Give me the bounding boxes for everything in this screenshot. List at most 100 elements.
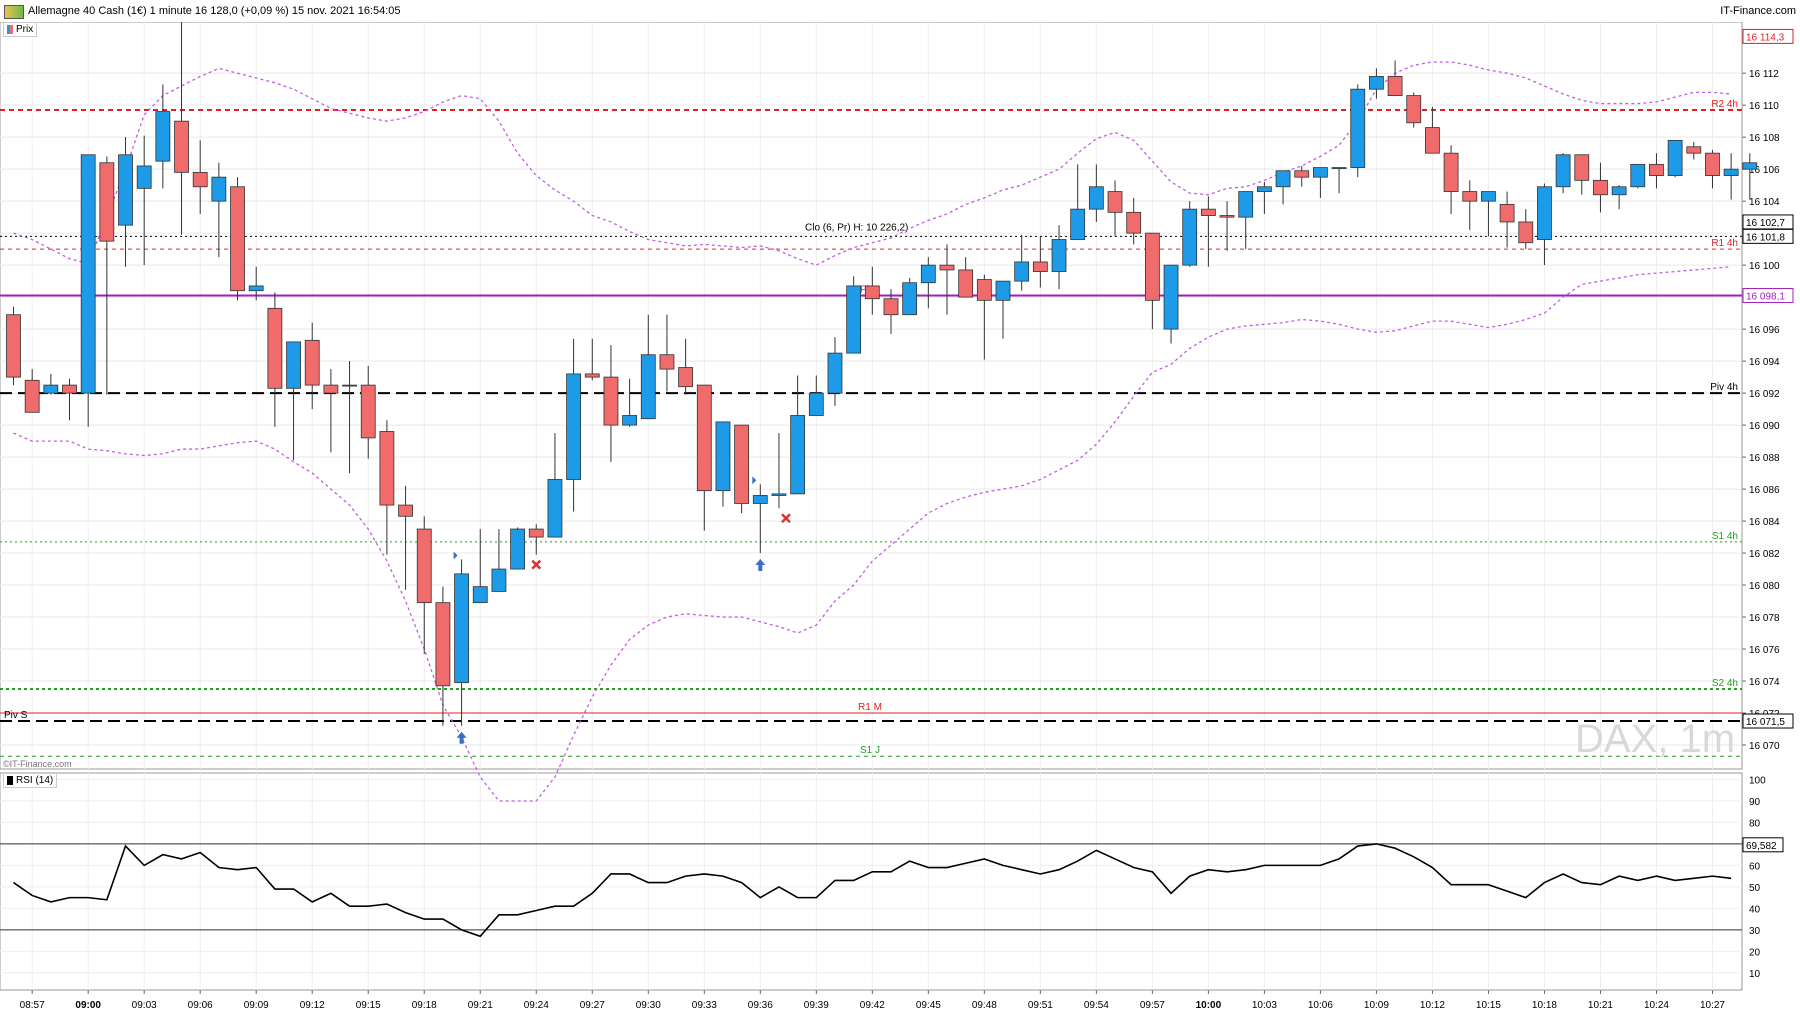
candle-up[interactable] — [1238, 191, 1254, 250]
candle-up[interactable] — [771, 433, 787, 509]
candle-body — [678, 367, 694, 388]
candle-up[interactable] — [1331, 167, 1347, 194]
candle-down[interactable] — [1649, 153, 1664, 189]
candle-down[interactable] — [528, 524, 544, 555]
candle-up[interactable] — [491, 529, 507, 592]
candle-down[interactable] — [1107, 180, 1123, 237]
candle-down[interactable] — [1200, 196, 1216, 267]
candle-up[interactable] — [715, 421, 731, 507]
candle-down[interactable] — [1219, 201, 1235, 251]
candle-up[interactable] — [808, 375, 824, 416]
candle-up[interactable] — [211, 162, 227, 258]
candle-down[interactable] — [864, 266, 880, 315]
candle-down[interactable] — [174, 0, 189, 235]
candle-up[interactable] — [1275, 170, 1291, 205]
candle-down[interactable] — [360, 365, 376, 459]
candle-up[interactable] — [1051, 225, 1067, 290]
candle-up[interactable] — [1611, 185, 1627, 210]
candle-up[interactable] — [1537, 183, 1552, 266]
candle-down[interactable] — [1387, 60, 1403, 96]
candle-down[interactable] — [435, 586, 451, 726]
candle-up[interactable] — [846, 276, 862, 354]
candle-down[interactable] — [304, 322, 320, 410]
candle-up[interactable] — [1369, 68, 1384, 99]
candle-down[interactable] — [1425, 106, 1440, 154]
candle-up[interactable] — [80, 154, 96, 427]
candle-down[interactable] — [1443, 145, 1459, 214]
price-legend[interactable]: Prix — [3, 22, 38, 37]
candle-up[interactable] — [118, 137, 133, 267]
candle-down[interactable] — [192, 140, 208, 214]
candle-up[interactable] — [566, 338, 581, 512]
candle-up[interactable] — [1723, 153, 1739, 200]
candle-up[interactable] — [1350, 84, 1366, 178]
candle-up[interactable] — [1014, 234, 1030, 291]
candle-down[interactable] — [323, 369, 339, 453]
candle-down[interactable] — [678, 338, 694, 395]
candle-down[interactable] — [1032, 236, 1048, 288]
candle-up[interactable] — [1313, 167, 1328, 198]
candle-up[interactable] — [790, 375, 806, 495]
candle-up[interactable] — [902, 277, 918, 316]
candle-down[interactable] — [1686, 141, 1702, 160]
candle-up[interactable] — [286, 341, 301, 461]
candle-down[interactable] — [1574, 154, 1590, 195]
candle-up[interactable] — [1182, 201, 1198, 267]
candle-down[interactable] — [1462, 180, 1478, 230]
candle-up[interactable] — [1163, 264, 1179, 344]
candle-up[interactable] — [1256, 181, 1272, 214]
candle-up[interactable] — [1070, 164, 1086, 240]
candle-up[interactable] — [43, 373, 59, 395]
candle-up[interactable] — [155, 84, 171, 189]
candle-down[interactable] — [24, 369, 40, 413]
candle-down[interactable] — [584, 338, 600, 381]
candle-up[interactable] — [454, 559, 469, 726]
candle-up[interactable] — [136, 135, 152, 266]
candle-down[interactable] — [1518, 209, 1534, 250]
candle-down[interactable] — [603, 345, 619, 462]
candle-up[interactable] — [1667, 139, 1683, 178]
candle-down[interactable] — [1144, 232, 1160, 330]
candle-down[interactable] — [883, 289, 899, 334]
candle-up[interactable] — [248, 266, 264, 301]
candle-up[interactable] — [995, 280, 1011, 339]
candle-down[interactable] — [734, 424, 750, 514]
candle-up[interactable] — [547, 433, 563, 538]
candle-up[interactable] — [752, 484, 768, 554]
candle-down[interactable] — [398, 485, 413, 590]
candle-down[interactable] — [1126, 197, 1142, 245]
candle-down[interactable] — [1406, 92, 1422, 128]
candle-up[interactable] — [622, 378, 638, 427]
candle-up[interactable] — [1630, 163, 1646, 189]
candle-down[interactable] — [62, 378, 77, 421]
rsi-legend[interactable]: RSI (14) — [3, 773, 58, 788]
candle-down[interactable] — [267, 292, 283, 427]
candle-up[interactable] — [827, 337, 843, 406]
candle-down[interactable] — [1705, 149, 1720, 189]
candle-up[interactable] — [1481, 191, 1496, 237]
candle-down[interactable] — [379, 420, 395, 555]
candle-down[interactable] — [958, 257, 974, 298]
price-panel[interactable] — [0, 21, 1743, 770]
candle-down[interactable] — [1294, 165, 1310, 187]
candle-down[interactable] — [1499, 191, 1515, 248]
candle-up[interactable] — [1555, 153, 1571, 194]
candle-up[interactable] — [510, 527, 525, 570]
candle-down[interactable] — [976, 274, 992, 360]
candle-down[interactable] — [99, 156, 115, 395]
candle-up[interactable] — [640, 314, 656, 420]
candle-up[interactable] — [472, 529, 488, 604]
candle-down[interactable] — [659, 314, 675, 392]
candle-up[interactable] — [342, 361, 357, 474]
candle-down[interactable] — [230, 177, 245, 301]
candle-down[interactable] — [939, 244, 955, 315]
rsi-panel[interactable] — [0, 772, 1743, 991]
candle-down[interactable] — [6, 306, 21, 386]
candle-down[interactable] — [416, 516, 432, 654]
candle-up[interactable] — [1742, 153, 1758, 200]
candle-up[interactable] — [1088, 164, 1104, 222]
candle-up[interactable] — [920, 257, 936, 309]
candle-down[interactable] — [696, 384, 712, 531]
candle-down[interactable] — [1593, 162, 1608, 213]
